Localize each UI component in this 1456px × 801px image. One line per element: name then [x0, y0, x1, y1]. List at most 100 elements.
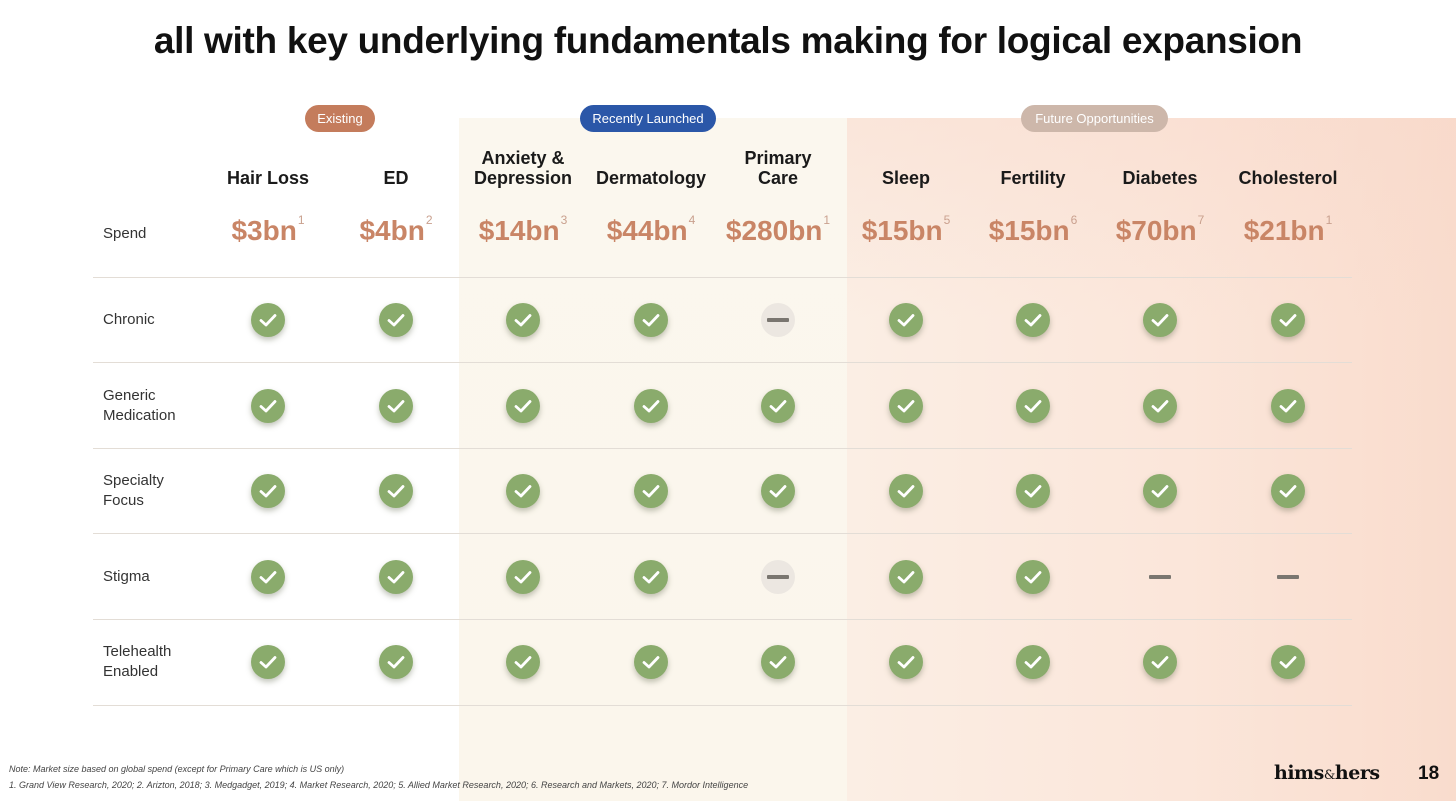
spend-footnote-ref: 3: [560, 213, 568, 227]
spend-footnote-ref: 5: [943, 213, 951, 227]
column-header: Depression: [473, 168, 573, 188]
slide-title: all with key underlying fundamentals mak…: [153, 20, 1303, 61]
spend-value: $14bn3: [459, 213, 587, 247]
checkmark-icon: [634, 474, 668, 508]
row-label-line2: Focus: [103, 492, 144, 509]
checkmark-icon: [379, 560, 413, 594]
spend-footnote-ref: 6: [1070, 213, 1078, 227]
checkmark-icon: [251, 645, 285, 679]
future-opportunities-badge: Future Opportunities: [1021, 105, 1168, 132]
column-header: Care: [757, 168, 799, 188]
checkmark-icon: [889, 303, 923, 337]
checkmark-icon: [1016, 303, 1050, 337]
checkmark-icon: [889, 474, 923, 508]
checkmark-icon: [506, 560, 540, 594]
checkmark-icon: [1143, 474, 1177, 508]
column-header: Hair Loss: [226, 168, 310, 188]
checkmark-icon: [634, 303, 668, 337]
row-divider: [93, 619, 1352, 620]
checkmark-icon: [251, 474, 285, 508]
recently-launched-badge: Recently Launched: [580, 105, 716, 132]
spend-value: $44bn4: [587, 213, 715, 247]
future-band-shade: [847, 118, 1456, 318]
checkmark-icon: [634, 645, 668, 679]
row-label: Stigma: [103, 568, 150, 585]
footnote-sources: 1. Grand View Research, 2020; 2. Arizton…: [9, 780, 749, 790]
spend-value: $280bn1: [714, 213, 842, 247]
spend-value: $15bn6: [969, 213, 1097, 247]
checkmark-icon: [1271, 474, 1305, 508]
spend-value: $3bn1: [204, 213, 332, 247]
dash-icon: [761, 303, 795, 337]
recently-launched-band: [459, 118, 847, 801]
row-label: Chronic: [103, 311, 155, 328]
checkmark-icon: [1143, 645, 1177, 679]
checkmark-icon: [1016, 389, 1050, 423]
checkmark-icon: [1271, 645, 1305, 679]
spend-footnote-ref: 1: [823, 213, 831, 227]
spend-amount: $70bn: [1115, 215, 1197, 246]
checkmark-icon: [761, 474, 795, 508]
checkmark-icon: [1143, 389, 1177, 423]
checkmark-icon: [889, 389, 923, 423]
checkmark-icon: [761, 389, 795, 423]
row-label: Specialty: [103, 472, 164, 489]
row-label-line2: Medication: [103, 407, 176, 424]
checkmark-icon: [379, 303, 413, 337]
checkmark-icon: [634, 560, 668, 594]
checkmark-icon: [1016, 645, 1050, 679]
spend-amount: $280bn: [725, 215, 823, 246]
spend-value: $21bn1: [1224, 213, 1352, 247]
checkmark-icon: [251, 303, 285, 337]
column-header-line1: Anxiety &: [481, 148, 565, 168]
spend-amount: $4bn: [359, 215, 425, 246]
checkmark-icon: [506, 303, 540, 337]
checkmark-icon: [506, 474, 540, 508]
row-label: Telehealth: [103, 643, 172, 660]
checkmark-icon: [379, 645, 413, 679]
spend-value: $4bn2: [332, 213, 460, 247]
column-header: Sleep: [881, 168, 931, 188]
spend-amount: $15bn: [988, 215, 1070, 246]
spend-footnote-ref: 1: [1325, 213, 1333, 227]
future-opportunities-band: [847, 118, 1456, 801]
column-header-line1: Primary: [744, 148, 812, 168]
checkmark-icon: [1016, 474, 1050, 508]
checkmark-icon: [379, 389, 413, 423]
spend-value: $15bn5: [842, 213, 970, 247]
footnote-note: Note: Market size based on global spend …: [9, 764, 345, 774]
hims-hers-logo: hims&hers: [1274, 762, 1380, 784]
row-divider: [93, 705, 1352, 706]
checkmark-icon: [506, 389, 540, 423]
checkmark-icon: [1271, 303, 1305, 337]
checkmark-icon: [889, 560, 923, 594]
checkmark-icon: [1016, 560, 1050, 594]
checkmark-icon: [1143, 303, 1177, 337]
column-header: Diabetes: [1122, 168, 1198, 188]
row-divider: [93, 448, 1352, 449]
row-label: Generic: [103, 387, 156, 404]
checkmark-icon: [1271, 389, 1305, 423]
existing-badge: Existing: [305, 105, 375, 132]
checkmark-icon: [761, 645, 795, 679]
row-divider: [93, 277, 1352, 278]
spend-amount: $21bn: [1243, 215, 1325, 246]
dash-icon: [1143, 560, 1177, 594]
spend-amount: $15bn: [861, 215, 943, 246]
checkmark-icon: [506, 645, 540, 679]
spend-amount: $14bn: [478, 215, 560, 246]
spend-amount: $44bn: [606, 215, 688, 246]
column-header: Dermatology: [595, 168, 707, 188]
spend-amount: $3bn: [231, 215, 297, 246]
column-header: ED: [383, 168, 409, 188]
spend-footnote-ref: 4: [688, 213, 696, 227]
dash-icon: [1271, 560, 1305, 594]
row-label-line2: Enabled: [103, 663, 159, 680]
spend-footnote-ref: 7: [1197, 213, 1205, 227]
spend-footnote-ref: 1: [297, 213, 305, 227]
row-divider: [93, 533, 1352, 534]
row-divider: [93, 362, 1352, 363]
dash-icon: [761, 560, 795, 594]
column-header: Cholesterol: [1238, 168, 1338, 188]
checkmark-icon: [251, 560, 285, 594]
